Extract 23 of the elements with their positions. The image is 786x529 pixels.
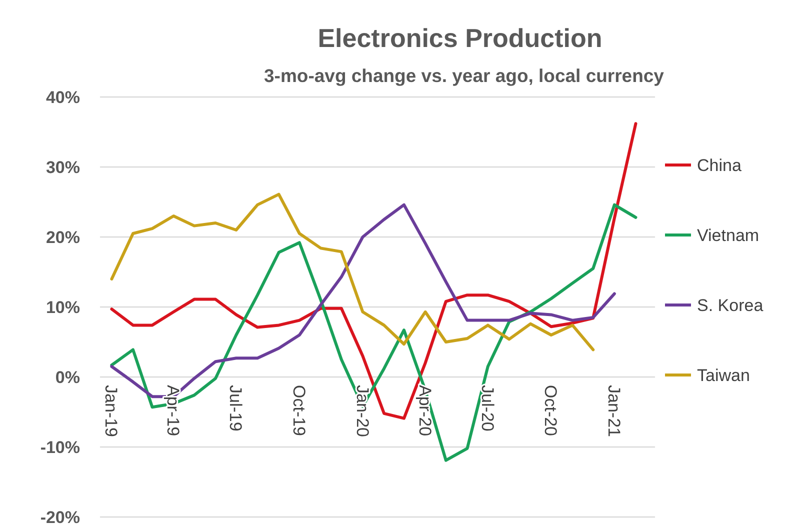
x-tick-label: Oct-19 xyxy=(289,385,308,436)
y-tick-label: 0% xyxy=(55,368,80,387)
y-tick-label: 20% xyxy=(46,228,80,247)
x-tick-label: Jul-20 xyxy=(478,385,497,432)
legend-label: Taiwan xyxy=(697,366,750,385)
x-tick-label: Jan-19 xyxy=(102,385,121,437)
legend-label: Vietnam xyxy=(697,226,760,245)
legend-label: China xyxy=(697,156,742,175)
x-tick-label: Apr-19 xyxy=(164,385,183,436)
y-tick-label: 30% xyxy=(46,158,80,177)
chart-subtitle: 3-mo-avg change vs. year ago, local currency xyxy=(264,65,665,86)
y-tick-label: 40% xyxy=(46,88,80,107)
x-tick-label: Jan-21 xyxy=(604,385,624,437)
y-tick-label: 10% xyxy=(46,298,80,317)
y-tick-label: -20% xyxy=(40,508,80,527)
chart-title: Electronics Production xyxy=(318,23,602,53)
x-tick-label: Jul-19 xyxy=(226,385,246,432)
legend-label: S. Korea xyxy=(697,296,764,315)
x-tick-label: Jan-20 xyxy=(352,385,372,437)
y-tick-label: -10% xyxy=(40,438,80,457)
x-tick-label: Oct-20 xyxy=(541,385,560,436)
x-tick-label: Apr-20 xyxy=(415,385,434,436)
line-series xyxy=(110,192,595,352)
